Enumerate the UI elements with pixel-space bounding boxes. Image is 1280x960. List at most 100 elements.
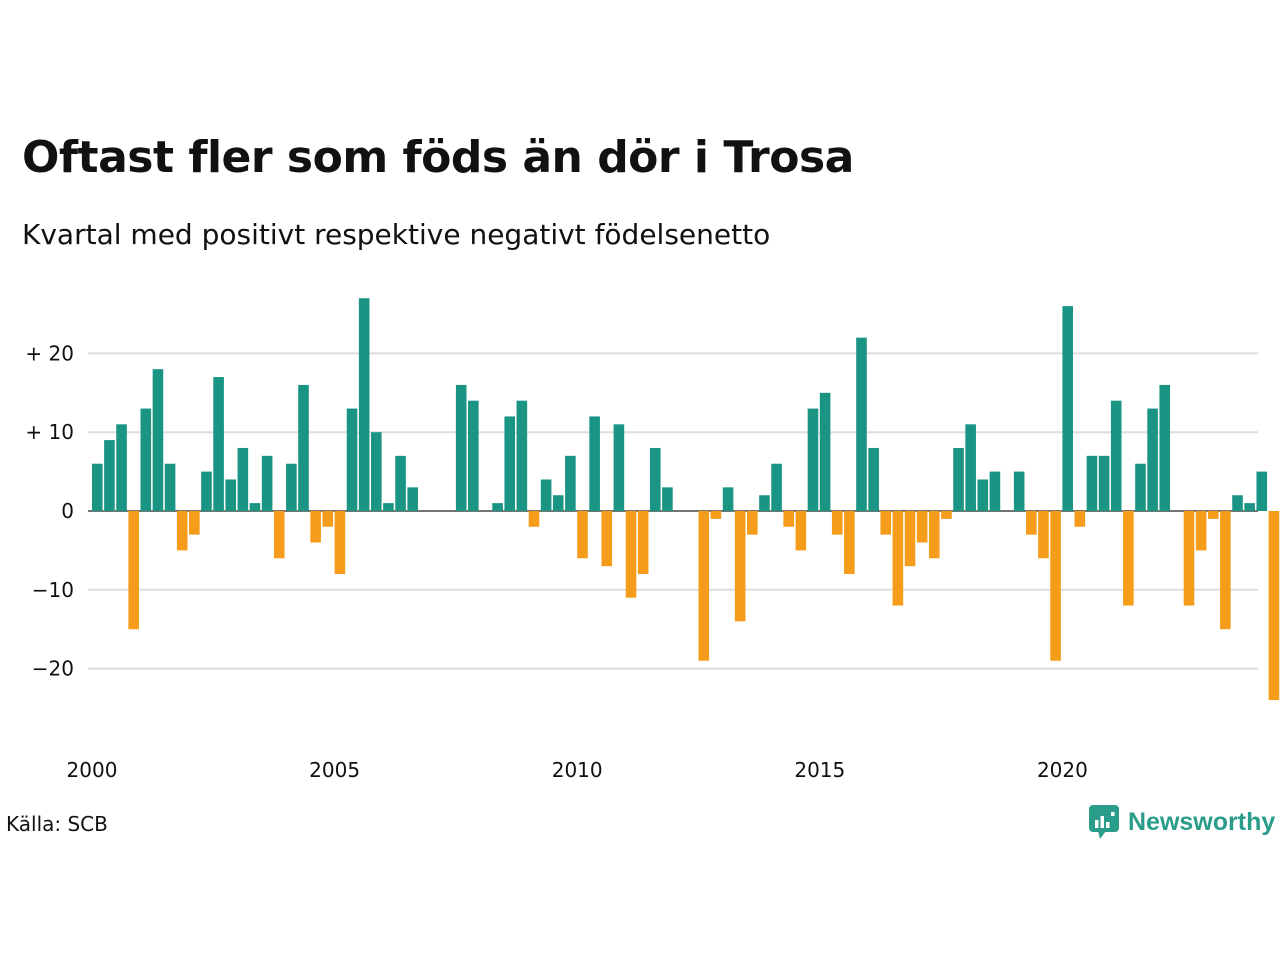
bar — [1232, 495, 1243, 511]
bar — [953, 447, 964, 511]
y-tick-label: + 20 — [25, 341, 74, 365]
bar — [1207, 511, 1219, 519]
bar — [322, 511, 334, 527]
bar — [176, 511, 188, 551]
bar — [213, 377, 224, 511]
bar — [759, 495, 770, 511]
bar — [698, 511, 710, 661]
bar — [189, 511, 200, 535]
bar — [856, 337, 867, 511]
brand-logo: Newsworthy — [1088, 804, 1275, 840]
newsworthy-logo-icon — [1089, 805, 1119, 839]
bars-layer — [92, 298, 1280, 701]
bar — [1147, 408, 1158, 511]
bar — [1086, 455, 1098, 511]
bar — [370, 432, 382, 511]
bar — [310, 511, 321, 543]
bar — [298, 384, 309, 511]
bar — [104, 440, 115, 511]
bar — [516, 400, 528, 511]
bar — [273, 511, 285, 559]
bar — [977, 479, 989, 511]
bar — [831, 511, 843, 535]
bar — [589, 416, 600, 511]
bar — [649, 447, 661, 511]
x-tick-label: 2010 — [552, 758, 603, 782]
bar — [734, 511, 746, 622]
bar — [286, 463, 297, 511]
bar — [1244, 503, 1255, 511]
bar — [1026, 511, 1037, 535]
y-tick-label: −20 — [32, 657, 74, 681]
bar — [868, 447, 879, 511]
bar — [383, 503, 394, 511]
bar — [1098, 455, 1110, 511]
bar — [407, 487, 418, 511]
bar — [1013, 471, 1025, 511]
bar — [237, 447, 249, 511]
bar — [528, 511, 540, 527]
bar — [1038, 511, 1049, 559]
bar — [395, 455, 406, 511]
bar — [504, 416, 516, 511]
bar — [928, 511, 940, 559]
x-axis-labels: 2000 2005 2010 2015 2020 — [67, 758, 1088, 782]
bar — [662, 487, 673, 511]
bar — [116, 424, 127, 511]
bar — [577, 511, 588, 559]
bar — [601, 511, 613, 567]
x-tick-label: 2020 — [1037, 758, 1088, 782]
chart-title: Oftast fler som föds än dör i Trosa — [22, 132, 854, 183]
y-tick-label: −10 — [32, 578, 74, 602]
bar — [1220, 511, 1231, 630]
bar — [904, 511, 916, 567]
source-note: Källa: SCB — [6, 812, 108, 836]
bar — [1256, 471, 1268, 511]
bar — [128, 511, 139, 630]
y-tick-label: + 10 — [25, 420, 74, 444]
bar — [1123, 511, 1134, 606]
brand-name: Newsworthy — [1128, 807, 1276, 836]
bar — [1062, 306, 1073, 511]
bar — [334, 511, 346, 575]
bar — [625, 511, 637, 598]
bar — [1135, 463, 1146, 511]
bar — [1050, 511, 1061, 661]
bar — [1195, 511, 1207, 551]
bar — [468, 400, 479, 511]
bar — [795, 511, 807, 551]
bar — [358, 298, 370, 511]
bar — [771, 463, 782, 511]
bar — [92, 463, 103, 511]
y-axis-labels: −20 −10 0 + 10 + 20 — [25, 341, 74, 680]
x-tick-label: 2015 — [794, 758, 845, 782]
bar — [989, 471, 1001, 511]
bar — [552, 495, 564, 511]
bar — [249, 503, 261, 511]
bar — [844, 511, 855, 575]
bar — [941, 511, 952, 519]
bar — [783, 511, 795, 527]
bar — [880, 511, 892, 535]
bar — [346, 408, 358, 511]
bar — [1110, 400, 1122, 511]
bar — [807, 408, 819, 511]
chart-subtitle: Kvartal med positivt respektive negativt… — [22, 218, 771, 251]
bar — [892, 511, 904, 606]
bar — [747, 511, 758, 535]
bar — [540, 479, 552, 511]
bar-chart: −20 −10 0 + 10 + 20 2000 2005 2010 2015 2020 — [25, 298, 1280, 782]
bar — [916, 511, 928, 543]
bar — [965, 424, 976, 511]
bar — [261, 455, 273, 511]
bar — [455, 384, 467, 511]
bar — [613, 424, 625, 511]
bar — [637, 511, 649, 575]
bar — [492, 503, 503, 511]
x-tick-label: 2005 — [309, 758, 360, 782]
x-tick-label: 2000 — [67, 758, 118, 782]
bar — [140, 408, 152, 511]
bar — [1268, 511, 1280, 701]
bar — [1074, 511, 1086, 527]
bar — [225, 479, 237, 511]
